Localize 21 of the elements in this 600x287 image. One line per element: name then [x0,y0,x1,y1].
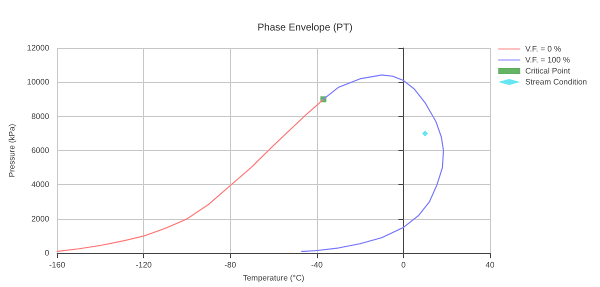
legend-label: Critical Point [525,66,571,76]
y-tick-label: 8000 [31,112,50,121]
y-tick-label: 2000 [31,214,50,224]
x-axis-title: Temperature (°C) [242,274,305,282]
chart-title: Phase Envelope (PT) [257,22,353,34]
legend-label: V.F. = 0 % [525,44,562,54]
x-tick-label: -120 [136,260,152,270]
x-tick-label: 40 [486,260,495,270]
x-tick-label: -80 [224,260,237,270]
legend-label: Stream Condition [525,78,588,86]
y-tick-label: 6000 [31,146,50,156]
x-tick-label: -160 [49,260,66,270]
y-axis-title: Pressure (kPa) [8,124,16,178]
x-tick-label: -40 [311,260,324,270]
y-tick-label: 12000 [26,44,50,52]
legend-label: V.F. = 100 % [525,56,570,64]
y-tick-label: 10000 [26,78,50,87]
line-series [301,74,444,252]
y-tick-label: 0 [44,248,50,258]
x-tick-label: 0 [401,260,406,270]
y-tick-label: 4000 [31,180,50,190]
